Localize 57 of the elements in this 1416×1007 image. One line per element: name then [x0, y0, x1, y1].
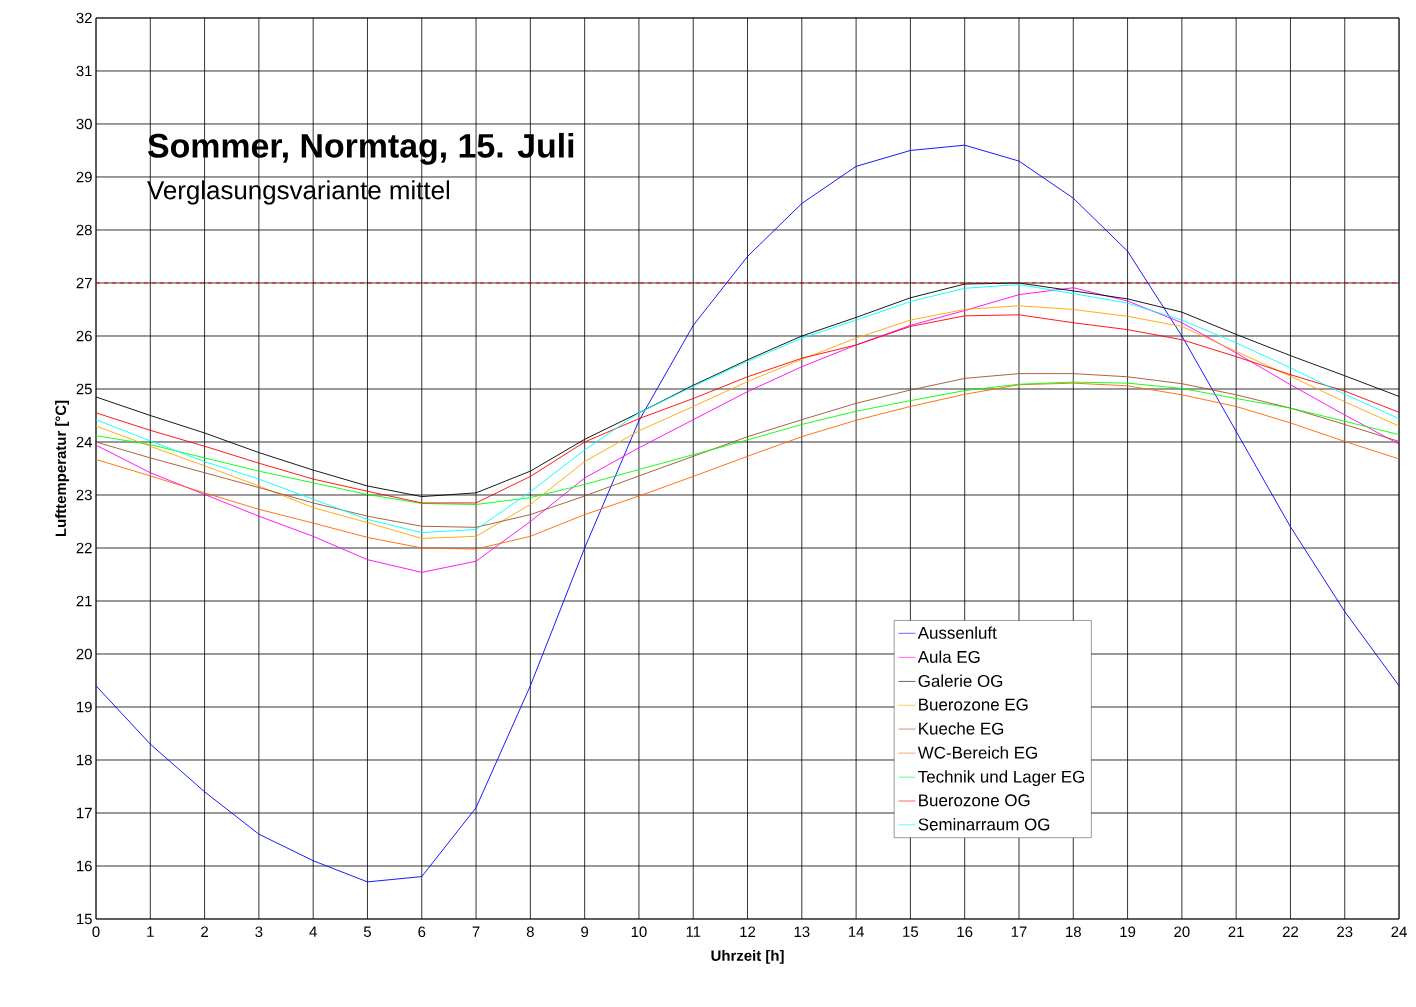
x-tick-label: 6 — [418, 926, 426, 938]
y-tick-label: 21 — [76, 595, 92, 607]
line-series — [95, 314, 1400, 504]
line-series — [95, 373, 1400, 528]
y-tick-label: 29 — [76, 171, 92, 183]
y-tick-label: 20 — [76, 648, 92, 660]
x-tick-label: 12 — [740, 926, 756, 937]
x-tick-label: 9 — [581, 926, 589, 938]
x-tick-label: 23 — [1337, 926, 1353, 938]
line-series — [95, 382, 1400, 550]
y-tick-label: 22 — [76, 542, 92, 554]
y-tick-label: 24 — [76, 436, 93, 448]
legend-label: WC-Bereich EG — [917, 746, 1037, 759]
x-tick-label: 19 — [1120, 926, 1136, 938]
x-tick-label: 1 — [147, 926, 154, 937]
x-tick-label: 21 — [1228, 926, 1244, 937]
y-axis-title: Lufttemperatur [°C] — [55, 400, 70, 537]
x-tick-label: 0 — [92, 926, 100, 938]
y-tick-label: 18 — [77, 754, 92, 766]
x-tick-label: 14 — [848, 926, 864, 937]
y-tick-label: 25 — [76, 383, 92, 395]
y-tick-label: 32 — [76, 12, 92, 24]
y-tick-label: 31 — [76, 65, 92, 77]
x-tick-label: 10 — [631, 926, 647, 938]
legend-label: Galerie OG — [918, 674, 1003, 687]
x-tick-label: 22 — [1282, 926, 1299, 937]
x-tick-label: 13 — [794, 926, 810, 938]
x-tick-label: 17 — [1011, 926, 1027, 937]
x-tick-label: 24 — [1391, 926, 1407, 937]
x-tick-label: 11 — [686, 926, 701, 937]
x-tick-label: 8 — [526, 926, 534, 938]
y-tick-label: 15 — [77, 913, 92, 925]
x-tick-label: 15 — [903, 926, 919, 937]
y-tick-label: 26 — [76, 330, 92, 342]
x-tick-label: 3 — [255, 926, 263, 938]
legend-label: Buerozone EG — [919, 698, 1028, 711]
y-tick-label: 23 — [76, 489, 92, 501]
x-axis-title: Uhrzeit [h] — [711, 949, 784, 964]
x-tick-label: 16 — [957, 926, 973, 938]
legend-label: Aussenluft — [917, 626, 997, 639]
x-tick-label: 18 — [1066, 926, 1081, 938]
legend-label: Aula EG — [917, 650, 980, 663]
y-tick-label: 19 — [77, 701, 92, 713]
legend-label: Kueche EG — [919, 722, 1004, 735]
legend-label: Technik und Lager EG — [918, 770, 1085, 787]
y-tick-label: 16 — [77, 860, 92, 872]
x-tick-label: 7 — [472, 926, 480, 937]
y-tick-label: 30 — [76, 118, 92, 130]
legend-label: Buerozone OG — [919, 794, 1030, 807]
legend-label: Seminarraum OG — [918, 817, 1050, 831]
x-tick-label: 5 — [363, 926, 371, 937]
x-tick-label: 4 — [309, 926, 317, 937]
y-tick-label: 28 — [76, 224, 92, 236]
y-tick-label: 17 — [77, 807, 92, 819]
x-tick-label: 20 — [1174, 926, 1190, 938]
x-tick-label: 2 — [201, 926, 208, 937]
y-tick-label: 27 — [76, 277, 92, 289]
